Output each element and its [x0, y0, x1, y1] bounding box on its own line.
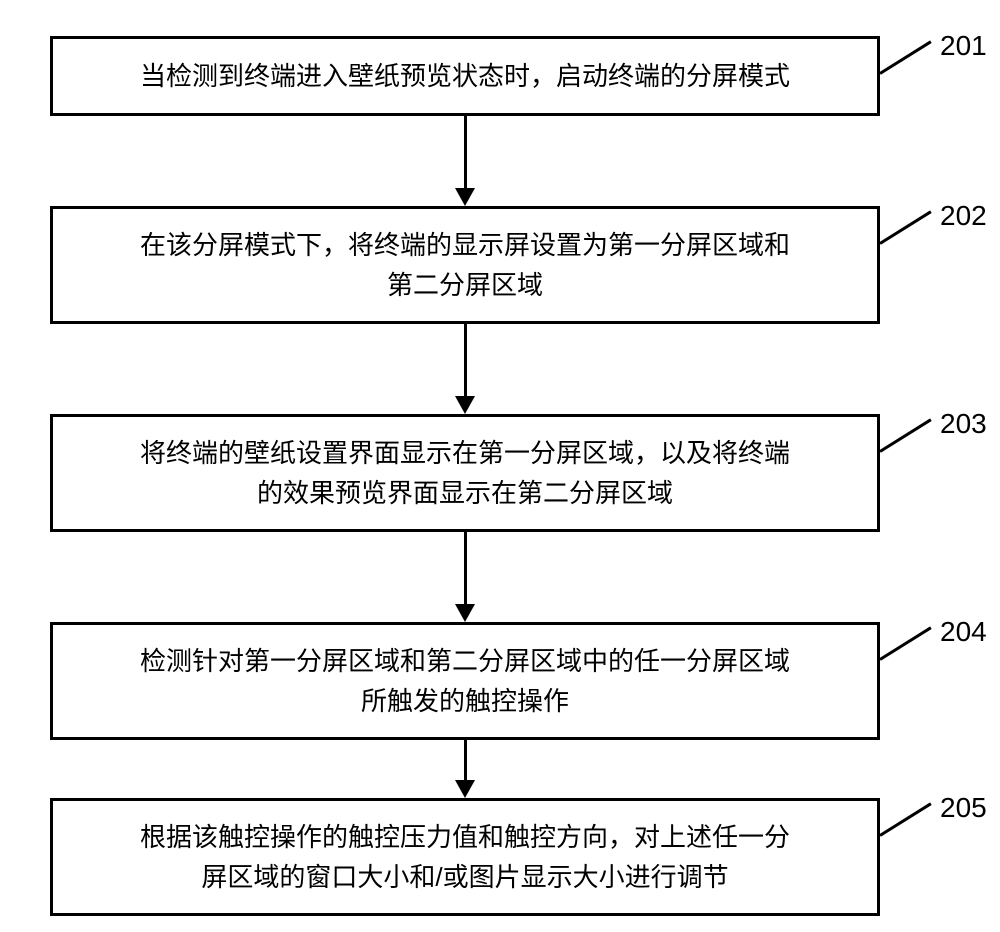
step-text-201: 当检测到终端进入壁纸预览状态时，启动终端的分屏模式: [140, 56, 790, 96]
step-box-203: 将终端的壁纸设置界面显示在第一分屏区域，以及将终端 的效果预览界面显示在第二分屏…: [50, 414, 880, 532]
label-tick-201: [879, 40, 931, 74]
step-label-203: 203: [940, 408, 987, 440]
step-label-202: 202: [940, 200, 987, 232]
step-label-201: 201: [940, 30, 987, 62]
label-tick-205: [879, 802, 931, 836]
step-label-205: 205: [940, 792, 987, 824]
step-box-204: 检测针对第一分屏区域和第二分屏区域中的任一分屏区域 所触发的触控操作: [50, 622, 880, 740]
step-text-202: 在该分屏模式下，将终端的显示屏设置为第一分屏区域和 第二分屏区域: [140, 225, 790, 306]
step-text-204: 检测针对第一分屏区域和第二分屏区域中的任一分屏区域 所触发的触控操作: [140, 641, 790, 722]
step-text-203: 将终端的壁纸设置界面显示在第一分屏区域，以及将终端 的效果预览界面显示在第二分屏…: [140, 433, 790, 514]
flowchart-canvas: 当检测到终端进入壁纸预览状态时，启动终端的分屏模式 201 在该分屏模式下，将终…: [0, 0, 1000, 932]
step-label-204: 204: [940, 616, 987, 648]
label-tick-203: [879, 418, 931, 452]
arrow-3: [464, 532, 466, 622]
arrow-1: [464, 116, 466, 206]
step-box-202: 在该分屏模式下，将终端的显示屏设置为第一分屏区域和 第二分屏区域: [50, 206, 880, 324]
arrow-2: [464, 324, 466, 414]
label-tick-202: [879, 210, 931, 244]
label-tick-204: [879, 626, 931, 660]
arrow-4: [464, 740, 466, 798]
step-text-205: 根据该触控操作的触控压力值和触控方向，对上述任一分 屏区域的窗口大小和/或图片显…: [140, 817, 790, 898]
step-box-201: 当检测到终端进入壁纸预览状态时，启动终端的分屏模式: [50, 36, 880, 116]
step-box-205: 根据该触控操作的触控压力值和触控方向，对上述任一分 屏区域的窗口大小和/或图片显…: [50, 798, 880, 916]
